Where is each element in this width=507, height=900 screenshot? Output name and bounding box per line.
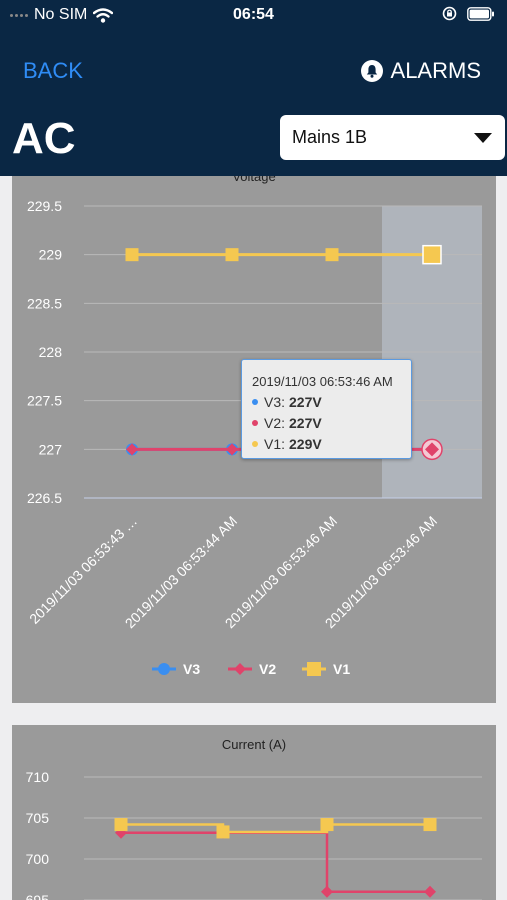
tooltip-title: 2019/11/03 06:53:46 AM (252, 374, 393, 389)
current-y-tick: 710 (26, 769, 50, 785)
dropdown-arrow-icon (474, 132, 492, 143)
voltage-point-v1[interactable] (225, 248, 239, 262)
legend-label-v1: V1 (333, 661, 350, 677)
tooltip-label-v2: V2 (264, 415, 282, 431)
page-title: AC (12, 114, 76, 163)
legend-marker-v3 (158, 663, 170, 675)
current-point-v1[interactable] (216, 825, 230, 839)
voltage-tooltip: 2019/11/03 06:53:46 AM V3: 227V V2: 227V… (241, 359, 412, 459)
voltage-x-tick: 2019/11/03 06:53:46 AM (222, 513, 340, 631)
tooltip-value-v3: 227V (289, 394, 322, 410)
current-point-v2[interactable] (424, 885, 436, 898)
voltage-point-v1[interactable] (422, 244, 442, 265)
carrier-label: No SIM (34, 6, 88, 23)
voltage-y-tick: 228.5 (27, 295, 62, 311)
alarms-label: ALARMS (390, 58, 481, 83)
status-time: 06:54 (233, 6, 274, 23)
voltage-y-tick: 229.5 (27, 198, 62, 214)
voltage-point-v1[interactable] (125, 248, 139, 262)
voltage-point-v2[interactable] (226, 443, 238, 456)
current-point-v1[interactable] (423, 818, 437, 832)
battery-icon (467, 6, 494, 21)
current-point-v1[interactable] (114, 818, 128, 832)
tooltip-label-v3: V3 (264, 394, 282, 410)
current-chart-card: Current (A) 710 705 700 695 (12, 725, 496, 900)
current-y-tick: 705 (26, 810, 50, 826)
current-point-v2[interactable] (321, 885, 333, 898)
status-bar: No SIM 06:54 (0, 0, 507, 30)
current-chart-title: Current (A) (222, 737, 286, 752)
legend-item-v3[interactable]: V3 (152, 661, 200, 677)
voltage-y-tick: 228 (39, 344, 63, 360)
status-right (442, 6, 495, 21)
legend-item-v2[interactable]: V2 (228, 661, 276, 677)
voltage-y-tick: 227 (39, 441, 63, 457)
alarms-button[interactable]: ALARMS (360, 58, 481, 84)
signal-icon (10, 13, 28, 17)
app-header: BACK ALARMS AC Mains 1B (0, 30, 507, 176)
carrier-info: No SIM (10, 6, 114, 24)
tooltip-label-v1: V1 (264, 436, 282, 452)
voltage-chart-title: Voltage (232, 176, 275, 184)
legend-marker-v2 (234, 663, 246, 675)
tooltip-dot-v2 (252, 420, 258, 426)
source-select[interactable]: Mains 1B (280, 115, 505, 160)
tooltip-row-v2: V2: 227V (252, 415, 401, 431)
voltage-point-v1[interactable] (325, 248, 339, 262)
current-series-line-v1 (121, 823, 430, 834)
legend-label-v2: V2 (259, 661, 276, 677)
tooltip-dot-v3 (252, 399, 258, 405)
legend-marker-v1 (307, 662, 321, 676)
current-series-line-v2 (121, 831, 430, 894)
legend-label-v3: V3 (183, 661, 200, 677)
current-y-tick: 695 (26, 892, 50, 900)
tooltip-dot-v1 (252, 441, 258, 447)
tooltip-value-v1: 229V (289, 436, 322, 452)
voltage-x-tick: 2019/11/03 06:53:44 AM (122, 513, 240, 631)
back-button[interactable]: BACK (23, 58, 83, 83)
source-select-value: Mains 1B (292, 127, 368, 147)
voltage-y-tick: 229 (39, 247, 63, 263)
current-y-tick: 700 (26, 851, 50, 867)
current-point-v1[interactable] (320, 818, 334, 832)
voltage-point-v2[interactable] (126, 443, 138, 456)
voltage-point-v2[interactable] (425, 442, 439, 457)
voltage-y-tick: 227.5 (27, 393, 62, 409)
tooltip-row-v3: V3: 227V (252, 394, 401, 410)
voltage-y-tick: 226.5 (27, 490, 62, 506)
tooltip-row-v1: V1: 229V (252, 436, 401, 452)
legend-item-v1[interactable]: V1 (302, 661, 350, 677)
current-chart: Current (A) 710 705 700 695 (26, 737, 482, 900)
rotation-lock-icon (442, 6, 457, 21)
tooltip-value-v2: 227V (289, 415, 322, 431)
voltage-x-tick: 2019/11/03 06:53:43 … (26, 513, 140, 627)
wifi-icon (93, 7, 114, 23)
voltage-x-tick: 2019/11/03 06:53:46 AM (322, 513, 440, 631)
bell-icon (360, 60, 383, 82)
